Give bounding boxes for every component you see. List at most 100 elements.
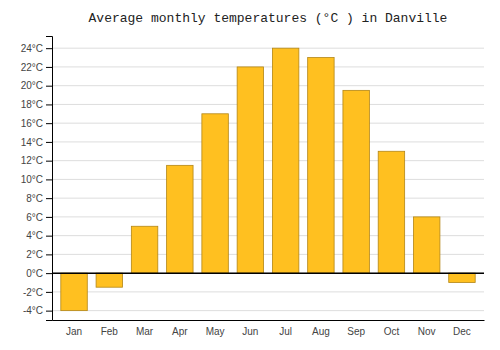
tick-label: Jul bbox=[279, 326, 292, 337]
grid-line bbox=[52, 48, 484, 49]
tick: 22°C bbox=[21, 62, 52, 73]
tick: May bbox=[206, 326, 225, 337]
tick-label: Jun bbox=[242, 326, 258, 337]
tick-mark bbox=[46, 67, 52, 68]
tick-mark bbox=[46, 104, 52, 105]
tick-label: 10°C bbox=[21, 174, 43, 185]
tick-label: Feb bbox=[101, 326, 119, 337]
bar bbox=[272, 48, 298, 273]
tick-label: 6°C bbox=[26, 212, 43, 223]
tick-label: -4°C bbox=[23, 305, 43, 316]
tick-mark bbox=[46, 254, 52, 255]
tick: 8°C bbox=[26, 193, 52, 204]
bar bbox=[131, 226, 157, 273]
grid-line bbox=[52, 310, 484, 311]
grid-line bbox=[52, 198, 484, 199]
tick-label: 14°C bbox=[21, 137, 43, 148]
tick: Jul bbox=[279, 326, 292, 337]
tick-mark bbox=[46, 273, 52, 274]
tick-label: Apr bbox=[172, 326, 188, 337]
tick-mark bbox=[46, 161, 52, 162]
grid-line bbox=[52, 104, 484, 105]
y-axis: -4°C -2°C 0°C 2°C 4°C 6°C 8°C 10°C 12°C 14°C 16°C 1… bbox=[21, 37, 53, 321]
grid-line bbox=[52, 273, 484, 274]
tick-label: 22°C bbox=[21, 62, 43, 73]
tick-mark bbox=[46, 179, 52, 180]
tick-label: May bbox=[206, 326, 225, 337]
tick: Aug bbox=[312, 326, 330, 337]
grid-line bbox=[52, 291, 484, 292]
tick: 4°C bbox=[26, 230, 52, 241]
tick-label: Mar bbox=[136, 326, 154, 337]
bar bbox=[96, 273, 122, 287]
bar bbox=[167, 165, 193, 273]
tick: Sep bbox=[347, 326, 365, 337]
tick: Dec bbox=[453, 326, 471, 337]
tick-label: Nov bbox=[418, 326, 436, 337]
bar bbox=[413, 217, 439, 273]
tick-label: 8°C bbox=[26, 193, 43, 204]
grid-line bbox=[52, 141, 484, 142]
tick: 14°C bbox=[21, 137, 52, 148]
tick-label: -2°C bbox=[23, 287, 43, 298]
tick-mark bbox=[46, 198, 52, 199]
tick-label: 4°C bbox=[26, 230, 43, 241]
tick-mark bbox=[46, 86, 52, 87]
tick: -2°C bbox=[23, 287, 52, 298]
tick-label: 2°C bbox=[26, 249, 43, 260]
tick-mark bbox=[46, 123, 52, 124]
tick: 6°C bbox=[26, 212, 52, 223]
grid-line bbox=[52, 66, 484, 67]
axis-line bbox=[53, 320, 485, 321]
tick: Jan bbox=[66, 326, 82, 337]
grid-line bbox=[52, 179, 484, 180]
tick: 10°C bbox=[21, 174, 52, 185]
tick: 2°C bbox=[26, 249, 52, 260]
tick-label: Jan bbox=[66, 326, 82, 337]
tick: Feb bbox=[101, 326, 119, 337]
tick-label: Aug bbox=[312, 326, 330, 337]
x-axis: Jan Feb Mar Apr May Jun Jul Aug Sep Oct Nov Dec bbox=[53, 321, 485, 338]
tick: 18°C bbox=[21, 99, 52, 110]
tick-label: Dec bbox=[453, 326, 471, 337]
axis-line bbox=[46, 37, 53, 321]
bar bbox=[449, 273, 475, 282]
bar bbox=[202, 114, 228, 273]
grid-line bbox=[52, 160, 484, 161]
tick: 12°C bbox=[21, 155, 52, 166]
tick-label: Sep bbox=[347, 326, 365, 337]
grid-line bbox=[52, 85, 484, 86]
tick: -4°C bbox=[23, 305, 52, 316]
tick: 20°C bbox=[21, 80, 52, 91]
bar bbox=[343, 90, 369, 273]
tick: 0°C bbox=[26, 268, 52, 279]
tick-mark bbox=[46, 142, 52, 143]
tick-label: 12°C bbox=[21, 155, 43, 166]
tick-mark bbox=[46, 236, 52, 237]
tick: Mar bbox=[136, 326, 154, 337]
tick-label: 0°C bbox=[26, 268, 43, 279]
tick-label: 24°C bbox=[21, 43, 43, 54]
bar bbox=[308, 58, 334, 274]
tick-mark bbox=[46, 292, 52, 293]
tick-mark bbox=[46, 311, 52, 312]
tick-label: Oct bbox=[384, 326, 400, 337]
bar bbox=[378, 151, 404, 273]
chart: -4°C -2°C 0°C 2°C 4°C 6°C 8°C 10°C 12°C 14°C 16°C 1… bbox=[0, 0, 500, 350]
bar bbox=[61, 273, 87, 310]
grid bbox=[52, 48, 484, 310]
tick: Apr bbox=[172, 326, 188, 337]
tick-label: 18°C bbox=[21, 99, 43, 110]
grid-line bbox=[52, 123, 484, 124]
tick: 24°C bbox=[21, 43, 52, 54]
zero-line bbox=[52, 272, 484, 274]
bar bbox=[237, 67, 263, 273]
tick: Jun bbox=[242, 326, 258, 337]
tick: Oct bbox=[384, 326, 400, 337]
title: Average monthly temperatures (°C ) in Da… bbox=[89, 11, 448, 26]
tick-mark bbox=[46, 48, 52, 49]
plot-area bbox=[52, 48, 484, 310]
tick-mark bbox=[46, 217, 52, 218]
tick-label: 16°C bbox=[21, 118, 43, 129]
tick: Nov bbox=[418, 326, 436, 337]
